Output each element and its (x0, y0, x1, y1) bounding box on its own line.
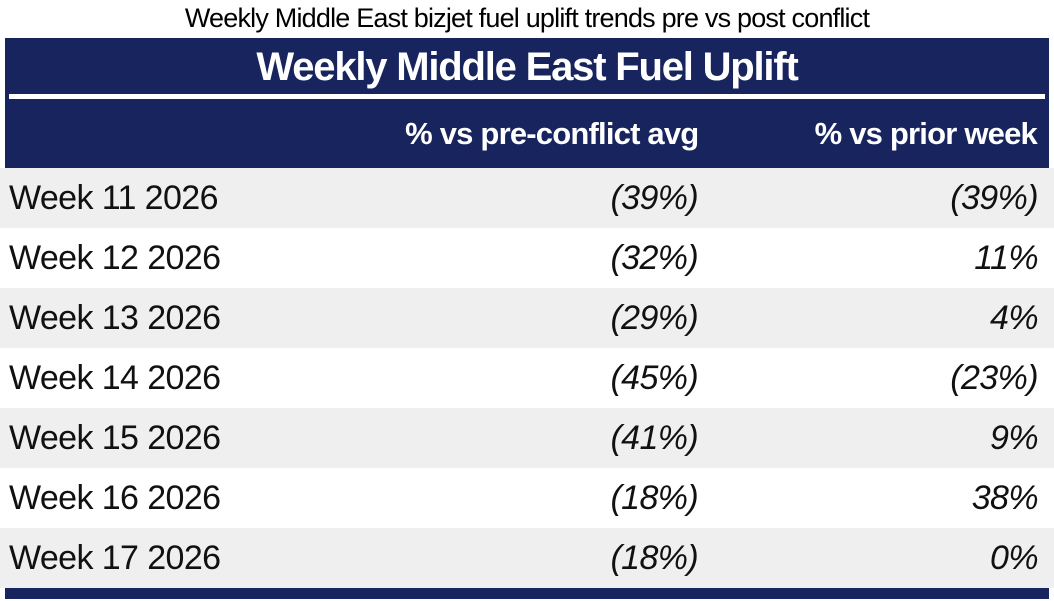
table-row: Week 16 2026 (18%) 38% (0, 468, 1054, 528)
vs-pre-conflict-value: (39%) (610, 178, 699, 217)
vs-pre-conflict-value: (18%) (610, 478, 699, 517)
table-footer-bar (5, 588, 1049, 599)
vs-prior-week-value: (23%) (950, 358, 1038, 397)
table-row: Week 13 2026 (29%) 4% (0, 288, 1054, 348)
vs-prior-week-value: 4% (990, 298, 1039, 337)
week-label: Week 13 2026 (9, 298, 221, 337)
title-divider (9, 94, 1045, 99)
table-row: Week 17 2026 (18%) 0% (0, 528, 1054, 588)
vs-prior-week-value: 11% (974, 238, 1038, 277)
vs-prior-week-value: 9% (990, 418, 1039, 457)
vs-prior-week-value: (39%) (950, 178, 1038, 217)
week-label: Week 11 2026 (9, 178, 219, 217)
column-header-row: % vs pre-conflict avg % vs prior week (5, 99, 1049, 168)
week-label: Week 12 2026 (9, 238, 221, 277)
week-label: Week 16 2026 (9, 478, 221, 517)
page-title: Weekly Middle East bizjet fuel uplift tr… (184, 3, 870, 33)
column-header-vs-pre-conflict: % vs pre-conflict avg (405, 115, 699, 151)
table-row: Week 15 2026 (41%) 9% (0, 408, 1054, 468)
table-row: Week 11 2026 (39%) (39%) (0, 168, 1054, 228)
table-row: Week 14 2026 (45%) (23%) (0, 348, 1054, 408)
vs-pre-conflict-value: (32%) (610, 238, 699, 277)
vs-prior-week-value: 0% (990, 538, 1039, 577)
vs-prior-week-value: 38% (971, 478, 1039, 517)
vs-pre-conflict-value: (41%) (610, 418, 699, 457)
column-header-vs-prior-week: % vs prior week (814, 115, 1038, 151)
table-header: Weekly Middle East Fuel Uplift % vs pre-… (5, 38, 1049, 168)
week-label: Week 15 2026 (9, 418, 221, 457)
fuel-uplift-table: Weekly Middle East Fuel Uplift % vs pre-… (0, 38, 1054, 599)
week-label: Week 14 2026 (9, 358, 221, 397)
week-label: Week 17 2026 (9, 538, 221, 577)
vs-pre-conflict-value: (45%) (610, 358, 699, 397)
table-body: Week 11 2026 (39%) (39%) Week 12 2026 (3… (0, 168, 1054, 588)
table-title: Weekly Middle East Fuel Uplift (256, 45, 798, 89)
vs-pre-conflict-value: (18%) (610, 538, 699, 577)
vs-pre-conflict-value: (29%) (610, 298, 699, 337)
table-row: Week 12 2026 (32%) 11% (0, 228, 1054, 288)
